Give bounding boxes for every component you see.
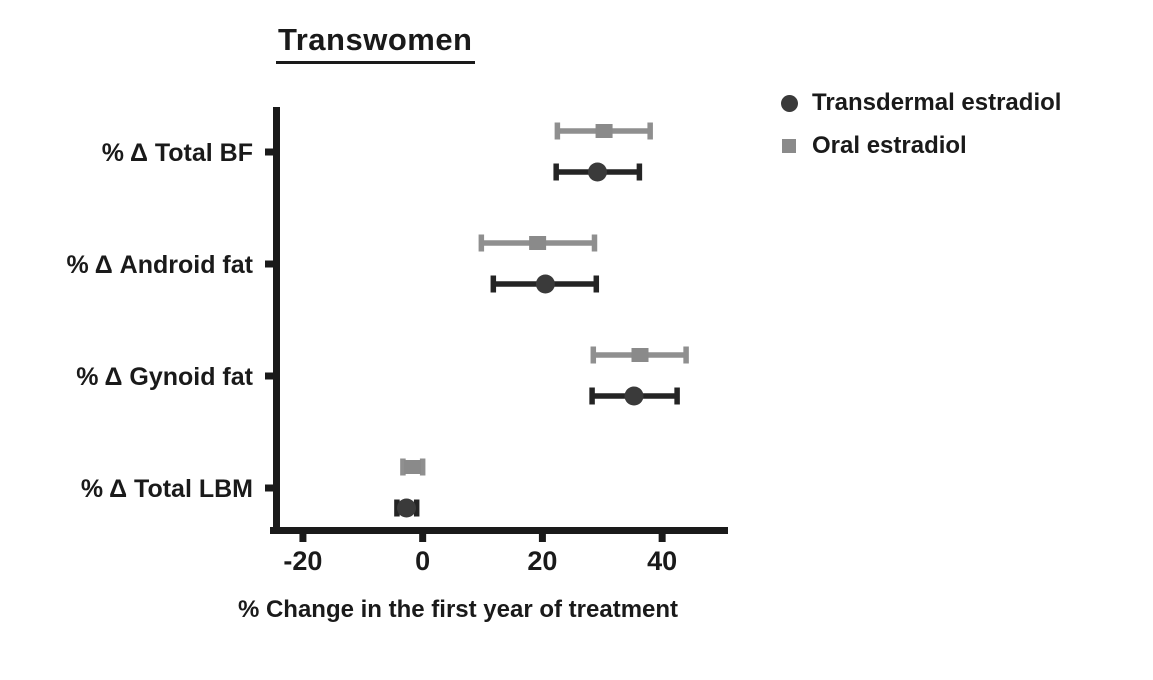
x-tick-label: 0 (415, 546, 430, 576)
data-point-square (403, 460, 421, 474)
data-point-square (529, 236, 547, 250)
legend-item-transdermal: Transdermal estradiol (778, 89, 1062, 116)
data-point-circle (535, 274, 555, 294)
legend-label-oral: Oral estradiol (812, 132, 967, 159)
legend-label-transdermal: Transdermal estradiol (812, 89, 1062, 116)
legend-marker-cell (778, 139, 812, 153)
data-point-circle (587, 162, 607, 182)
category-label: % Δ Total LBM (81, 475, 253, 503)
legend: Transdermal estradiol Oral estradiol (778, 89, 1062, 176)
legend-marker-cell (778, 94, 812, 112)
x-axis-title: % Change in the first year of treatment (237, 596, 679, 623)
x-tick-label: -20 (283, 546, 322, 576)
chart-title: Transwomen (276, 22, 475, 64)
circle-marker-icon (781, 94, 798, 112)
legend-item-oral: Oral estradiol (778, 132, 1061, 159)
square-marker-icon (782, 139, 796, 153)
data-point-square (631, 348, 649, 362)
data-point-square (595, 124, 613, 138)
category-label: % Δ Gynoid fat (76, 363, 253, 391)
category-label: % Δ Total BF (102, 139, 253, 167)
x-tick-label: 40 (647, 546, 677, 576)
data-point-circle (624, 386, 644, 406)
data-point-circle (397, 498, 417, 518)
category-label: % Δ Android fat (67, 251, 254, 279)
x-tick-label: 20 (527, 546, 557, 576)
